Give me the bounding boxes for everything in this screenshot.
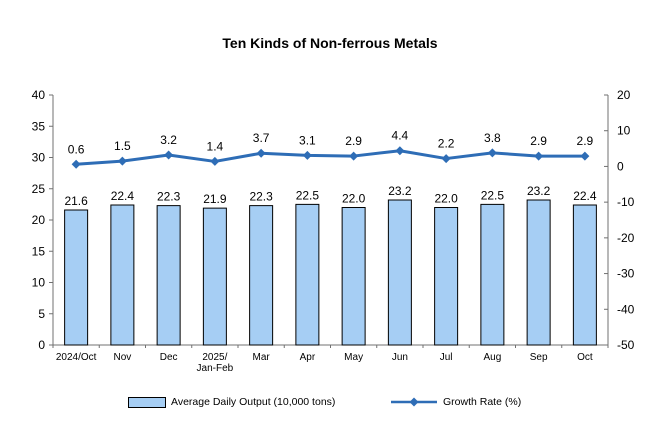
bar-value-label: 22.3 [249,190,273,204]
y-axis-left-tick-label: 40 [32,88,46,102]
x-axis-label: Sep [530,352,548,363]
bar-value-label: 22.0 [342,192,366,206]
growth-line [74,149,587,166]
growth-value-label: 0.6 [68,142,85,156]
growth-value-label: 3.7 [253,131,270,145]
growth-point-marker [580,151,590,161]
bar [434,207,459,346]
bar [295,203,320,346]
y-axis-left-tick-label: 15 [32,244,46,258]
growth-value-label: 2.9 [530,134,547,148]
line-series-swatch-icon [391,397,437,407]
growth-value-label: 3.2 [160,133,177,147]
bar-value-label: 22.0 [434,192,458,206]
x-axis-label: Jul [440,352,453,363]
bar [572,204,597,346]
bar-value-label: 23.2 [527,184,551,198]
bar-value-label: 22.3 [157,190,181,204]
growth-point-marker [117,156,127,166]
y-axis-right-tick-label: -50 [617,338,635,352]
growth-point-marker [210,156,220,166]
bar [110,204,135,346]
growth-value-label: 1.4 [207,139,224,153]
legend-label-growth: Growth Rate (%) [443,396,522,408]
growth-point-marker [441,154,451,164]
growth-value-label: 3.8 [484,131,501,145]
bar [156,205,181,346]
y-axis-right-tick-label: 20 [617,88,631,102]
y-axis-right-tick-label: 10 [617,124,631,138]
growth-point-marker [349,151,359,161]
y-axis-right-tick-label: 0 [617,159,624,173]
bar [387,199,412,346]
growth-value-label: 1.5 [114,139,131,153]
growth-value-label: 2.9 [577,134,594,148]
growth-point-marker [487,148,497,158]
bar [64,209,89,346]
bar-value-label: 22.4 [573,189,597,203]
y-axis-left-tick-label: 30 [32,151,46,165]
growth-point-marker [302,150,312,160]
bar-value-label: 22.5 [296,188,320,202]
growth-value-label: 4.4 [392,129,409,143]
bar-value-label: 21.6 [64,194,88,208]
y-axis-right-tick-label: -40 [617,302,635,316]
bar-value-label: 22.4 [111,189,135,203]
growth-point-marker [164,150,174,160]
growth-point-marker [256,148,266,158]
growth-value-label: 2.2 [438,137,455,151]
bar-series-swatch-icon [128,396,166,408]
y-axis-right-tick-label: -30 [617,267,635,281]
growth-point-marker [395,146,405,156]
legend-item-growth: Growth Rate (%) [390,396,521,408]
y-axis-right-tick-label: -20 [617,231,635,245]
legend-item-output: Average Daily Output (10,000 tons) [128,396,335,408]
x-axis-label: Aug [483,352,501,363]
x-axis-label: Nov [113,352,131,363]
y-axis-right-tick-label: -10 [617,195,635,209]
y-axis-left-tick-label: 25 [32,182,46,196]
bar-value-label: 23.2 [388,184,412,198]
bar [249,205,274,346]
y-axis-left-tick-label: 5 [38,307,45,321]
x-axis-label: Dec [160,352,178,363]
y-axis-left-tick-label: 35 [32,119,46,133]
x-axis-label: Jun [392,352,408,363]
x-axis-label: 2025/Jan-Feb [197,352,234,374]
bar [341,207,366,346]
growth-point-marker [534,151,544,161]
bar [202,207,227,346]
x-axis-label: Apr [300,352,316,363]
chart-title: Ten Kinds of Non-ferrous Metals [222,35,438,51]
y-axis-left-tick-label: 10 [32,276,46,290]
bar [480,203,505,346]
growth-value-label: 2.9 [345,134,362,148]
bar [526,199,551,346]
growth-point-marker [71,159,81,169]
bar-value-label: 21.9 [203,192,227,206]
x-axis-label: 2024/Oct [56,352,97,363]
growth-value-label: 3.1 [299,133,316,147]
y-axis-left-tick-label: 20 [32,213,46,227]
x-axis-label: May [344,352,363,363]
x-axis-label: Oct [577,352,593,363]
bar-value-label: 22.5 [481,188,505,202]
legend-label-output: Average Daily Output (10,000 tons) [171,396,336,408]
y-axis-left-tick-label: 0 [38,338,45,352]
x-axis-label: Mar [253,352,271,363]
